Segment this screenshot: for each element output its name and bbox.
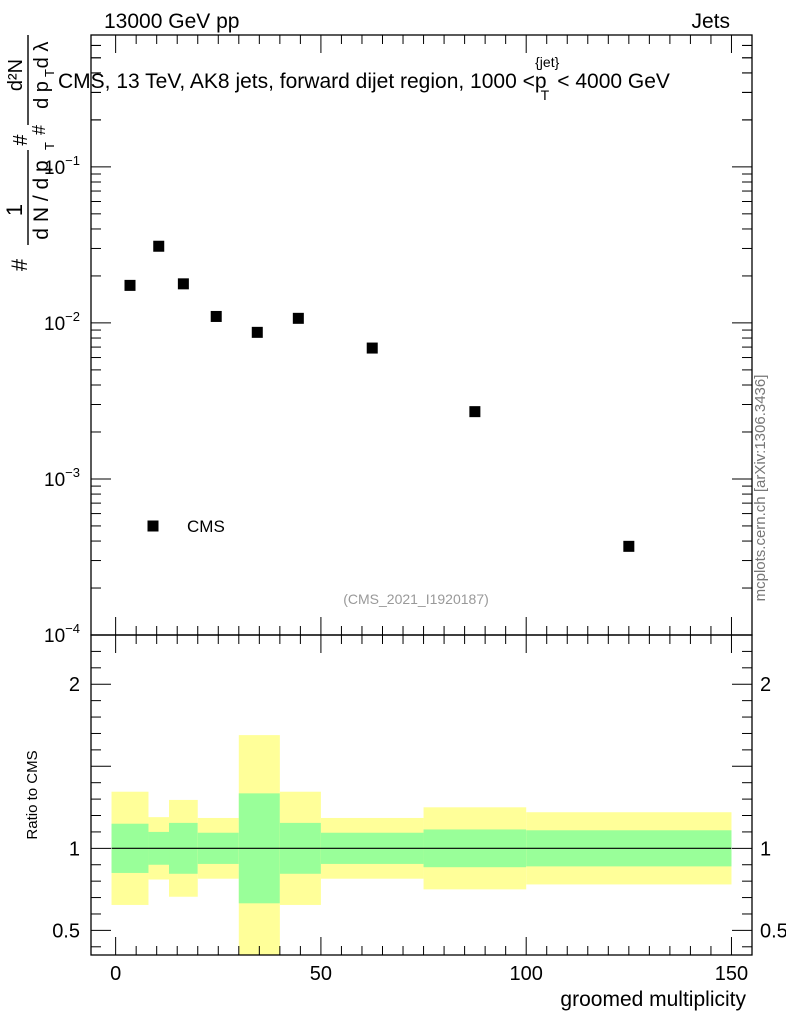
- ylabel-dN-over-dpT: d N / d p: [30, 160, 53, 239]
- ratio-y-axis-label: Ratio to CMS: [24, 750, 41, 839]
- legend: CMS: [147, 517, 225, 536]
- chart-title-main: CMS, 13 TeV, AK8 jets, forward dijet reg…: [58, 70, 547, 93]
- x-tick-label: 100: [510, 963, 543, 985]
- ylabel-hash-3: #: [29, 125, 49, 135]
- x-tick-label: 50: [310, 963, 332, 985]
- upper-panel: 10−1 10−2 10−3 10−4 (CMS_2021_I1920187) CMS…: [2, 34, 753, 647]
- header-right-label: Jets: [691, 10, 730, 33]
- ratio-tick-labels: 2 2 1 1 0.5 0.5 0 50 100 150: [52, 674, 786, 985]
- header-left-label: 13000 GeV pp: [104, 10, 239, 33]
- chart-title: CMS, 13 TeV, AK8 jets, forward dijet reg…: [58, 54, 670, 103]
- chart-title-tail: < 4000 GeV: [557, 70, 670, 93]
- y-tick-label: 10−1: [44, 153, 80, 179]
- analysis-id-label: (CMS_2021_I1920187): [343, 591, 489, 607]
- x-tick-label: 150: [715, 963, 748, 985]
- watermark: mcplots.cern.ch [arXiv:1306.3436]: [752, 375, 769, 602]
- ratio-y-tick-label-left: 2: [69, 674, 80, 696]
- ylabel-d2N: d²N: [5, 59, 27, 91]
- data-point: [177, 278, 189, 290]
- ylabel-hash-1: #: [7, 258, 32, 271]
- y-tick-label: 10−2: [44, 309, 80, 335]
- ratio-y-tick-label-left: 0.5: [52, 920, 80, 942]
- ratio-panel: 2 2 1 1 0.5 0.5 0 50 100 150 Ratio to CMS groomed…: [24, 634, 786, 1011]
- upper-y-ticks: [91, 44, 752, 636]
- upper-y-axis-label: # 1 d N / d p T # d²N # d p T d λ: [2, 35, 57, 271]
- data-point: [292, 312, 304, 324]
- chart-title-sup: {jet}: [535, 54, 559, 70]
- x-tick-label: 0: [110, 963, 121, 985]
- data-point: [623, 540, 635, 552]
- ratio-x-ticks: [115, 635, 732, 955]
- ratio-y-tick-label-right: 2: [760, 674, 771, 696]
- chart-title-sub: T: [541, 87, 550, 103]
- legend-marker: [147, 520, 159, 532]
- ratio-y-ticks: [91, 650, 752, 948]
- upper-x-ticks: [115, 35, 732, 635]
- ylabel-one: 1: [2, 204, 27, 216]
- upper-y-tick-labels: 10−1 10−2 10−3 10−4: [44, 153, 80, 647]
- ylabel-T-sub-1: T: [42, 142, 57, 150]
- ylabel-T-sub-2: T: [42, 69, 57, 77]
- x-axis-label: groomed multiplicity: [560, 988, 746, 1011]
- data-point: [251, 326, 263, 338]
- data-point: [366, 342, 378, 354]
- data-point: [469, 406, 481, 418]
- ratio-y-tick-label-right: 1: [760, 838, 771, 860]
- cms-data-markers: [124, 240, 635, 552]
- upper-panel-frame: [90, 34, 753, 636]
- ylabel-hash-2: #: [10, 134, 32, 146]
- ratio-y-tick-label-right: 0.5: [760, 920, 786, 942]
- data-point: [153, 240, 165, 252]
- ratio-panel-frame: [90, 634, 753, 956]
- data-point: [124, 279, 136, 291]
- ylabel-dpT: d p: [31, 81, 53, 109]
- y-tick-label: 10−3: [44, 465, 80, 491]
- y-tick-label: 10−4: [44, 621, 80, 647]
- legend-label: CMS: [187, 517, 225, 536]
- ratio-y-tick-label-left: 1: [69, 838, 80, 860]
- ratio-uncertainty-bands: [111, 735, 732, 955]
- ylabel-dlambda: d λ: [31, 42, 53, 69]
- data-point: [210, 310, 222, 322]
